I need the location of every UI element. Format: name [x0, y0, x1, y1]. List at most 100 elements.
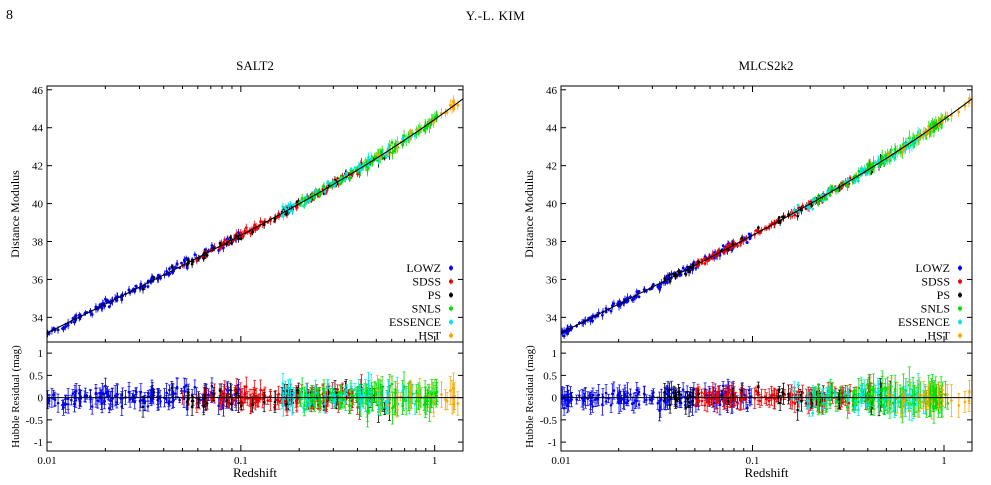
residual-point: [392, 405, 396, 408]
legend-item: SDSS: [412, 275, 453, 289]
residual-point: [218, 401, 222, 404]
residual-point: [156, 398, 160, 402]
data-point: [300, 196, 304, 200]
residual-point: [103, 400, 106, 403]
residual-point: [589, 402, 592, 406]
residual-point: [285, 389, 289, 393]
residual-point: [393, 391, 397, 395]
data-point: [170, 265, 174, 269]
residual-point: [350, 393, 353, 397]
residual-point: [416, 394, 419, 397]
series-sdss: [694, 158, 873, 415]
residual-point: [106, 390, 109, 394]
y-tick-label: 36: [32, 274, 44, 286]
residual-point: [143, 400, 147, 403]
data-point: [700, 258, 704, 262]
residual-point: [90, 405, 94, 408]
residual-point: [259, 388, 262, 392]
residual-point: [218, 389, 222, 393]
data-point: [612, 302, 616, 305]
residual-point: [170, 386, 174, 390]
residual-point: [239, 404, 243, 408]
y-tick-label: 0.5: [29, 370, 43, 382]
residual-point: [703, 404, 707, 407]
data-point: [218, 247, 222, 250]
residual-point: [277, 400, 281, 403]
data-point: [345, 171, 349, 175]
page-number: 8: [6, 8, 13, 23]
residual-point: [291, 404, 294, 407]
residual-point: [401, 389, 405, 392]
residual-point: [237, 401, 240, 405]
data-point: [401, 136, 405, 140]
residual-point: [205, 402, 209, 405]
data-point: [304, 201, 308, 205]
y-tick-label: 40: [32, 199, 44, 211]
data-point: [291, 209, 294, 213]
residual-point: [120, 405, 124, 408]
data-point: [168, 272, 172, 276]
residual-point: [302, 406, 305, 410]
residual-point: [131, 394, 135, 397]
data-point: [184, 256, 188, 260]
data-point: [230, 241, 233, 245]
data-point: [748, 237, 752, 241]
data-point: [251, 230, 254, 234]
residual-point: [281, 404, 285, 408]
data-point: [127, 288, 131, 292]
legend-label: SNLS: [412, 302, 441, 316]
residual-point: [395, 400, 399, 404]
data-point: [452, 100, 455, 104]
residual-point: [175, 387, 179, 390]
data-point: [120, 298, 124, 302]
residual-point: [96, 399, 100, 402]
data-point: [308, 199, 312, 203]
chart-title: SALT2: [236, 58, 274, 73]
x-tick-label: 1: [432, 455, 438, 467]
data-point: [239, 237, 243, 240]
residual-point: [681, 388, 685, 391]
residual-point: [280, 400, 284, 403]
data-point: [168, 267, 171, 271]
residual-point: [567, 400, 571, 403]
residual-point: [139, 398, 143, 402]
data-point: [717, 250, 720, 253]
data-point: [288, 209, 292, 213]
residual-point: [700, 391, 703, 394]
residual-point: [656, 401, 660, 405]
residual-point: [191, 399, 195, 403]
residual-point: [637, 390, 641, 394]
residual-point: [231, 399, 235, 403]
data-point: [353, 166, 357, 170]
residual-point: [70, 398, 73, 402]
residual-point: [632, 401, 636, 405]
residual-point: [197, 398, 200, 401]
y-tick-label: 38: [32, 236, 44, 248]
residual-point: [728, 388, 732, 391]
data-point: [736, 244, 740, 248]
residual-point: [234, 392, 238, 395]
series-lowz: [46, 228, 242, 417]
residual-point: [452, 387, 455, 390]
x-axis-label: Redshift: [233, 465, 277, 480]
data-point: [402, 134, 406, 138]
residual-point: [591, 393, 595, 397]
data-point: [106, 299, 109, 303]
residual-point: [171, 391, 175, 394]
data-point: [146, 285, 150, 288]
y-tick-label: -0.5: [26, 415, 44, 427]
data-point: [408, 137, 412, 141]
data-point: [386, 152, 390, 156]
residual-point: [593, 398, 597, 401]
data-point: [326, 180, 330, 184]
residual-point: [321, 387, 325, 391]
data-point: [432, 120, 436, 124]
residual-point: [754, 389, 758, 393]
residual-point: [116, 393, 119, 396]
residual-point: [195, 402, 199, 406]
residual-point: [261, 397, 265, 401]
residual-point: [289, 386, 292, 390]
data-point: [591, 319, 595, 323]
residual-point: [648, 398, 652, 401]
residual-point: [107, 406, 111, 410]
